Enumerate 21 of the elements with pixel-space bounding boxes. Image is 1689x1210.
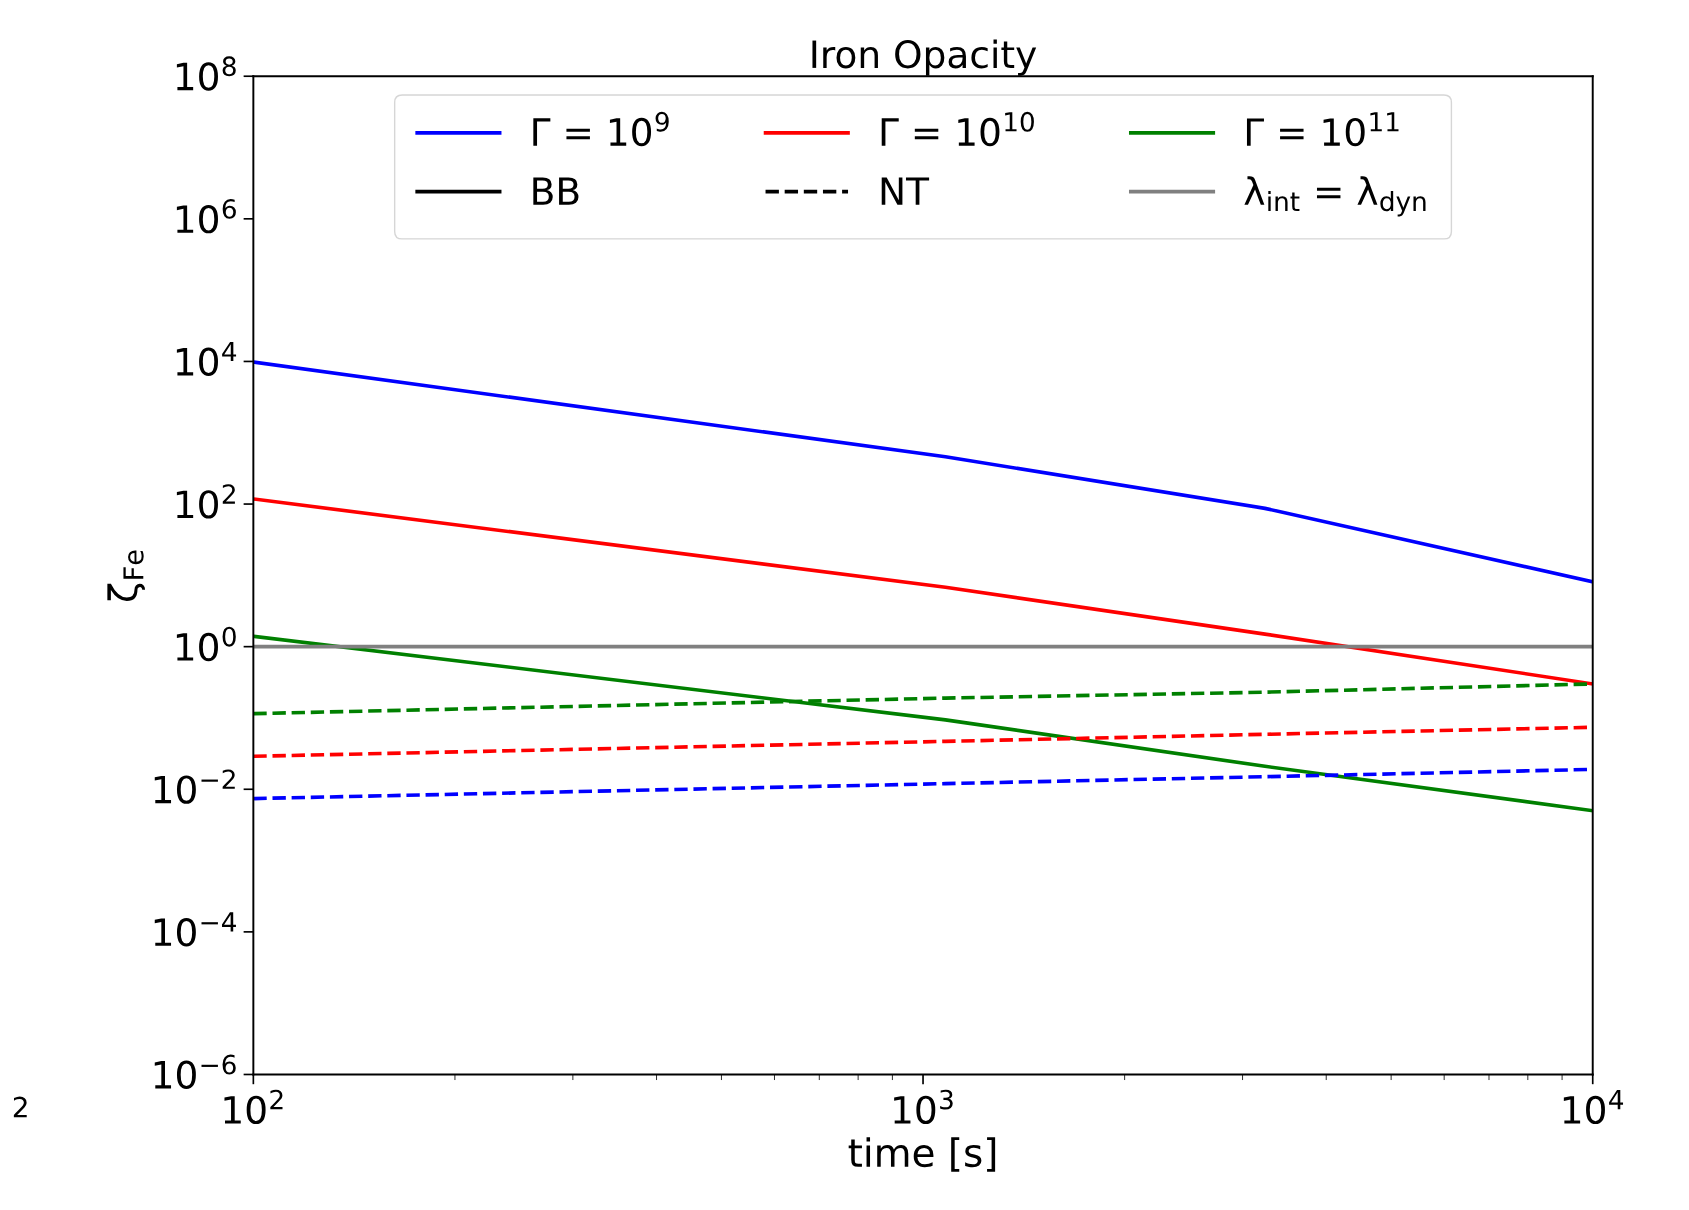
legend-label: BB: [533, 177, 579, 205]
text: 2: [13, 1096, 27, 1118]
legend-label: Γ = 10$^{9}$: [533, 111, 669, 147]
y-tick-label: 10$^{8}$: [176, 56, 236, 91]
legend-label: λ$_{int}$ = λ$_{dyn}$: [1244, 176, 1426, 217]
y-axis-title: ζ$_{Fe}$: [107, 550, 146, 601]
x-tick-label: 10$^{2}$: [224, 1089, 283, 1125]
y-tick-label: 10$^{6}$: [176, 198, 236, 234]
y-tick-label: 10$^{−4}$: [154, 912, 236, 947]
chart-title: Iron Opacity: [812, 39, 1037, 76]
y-tick-label: 10$^{−6}$: [154, 1054, 236, 1089]
y-tick-label: 10$^{0}$: [176, 626, 236, 662]
legend-label: Γ = 10$^{11}$: [1246, 112, 1399, 147]
y-tick-label: 10$^{−2}$: [154, 769, 235, 804]
legend-label: Γ = 10$^{10}$: [881, 111, 1034, 147]
x-tick-label: 10$^{4}$: [1563, 1090, 1624, 1125]
x-axis-title: time [s]: [848, 1137, 996, 1172]
legend-label: NT: [881, 177, 930, 205]
x-tick-label: 10$^{3}$: [894, 1089, 953, 1125]
y-tick-label: 10$^{4}$: [176, 341, 237, 376]
y-tick-label: 10$^{2}$: [176, 484, 235, 519]
